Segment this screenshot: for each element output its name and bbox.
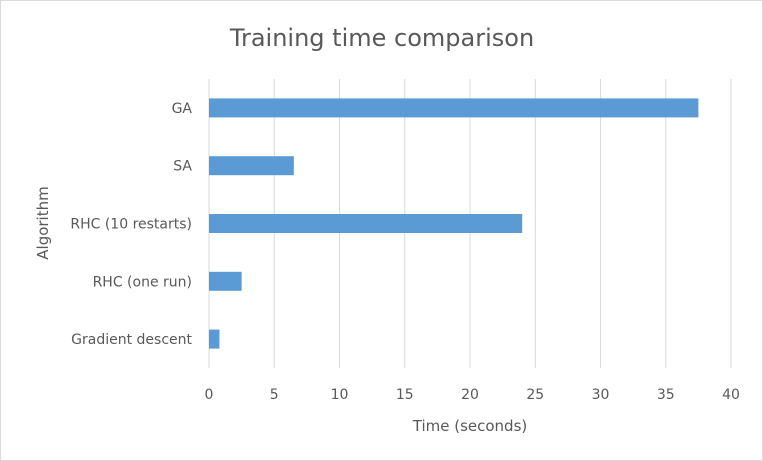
x-tick-label-10: 10 — [331, 387, 349, 403]
bars — [209, 98, 699, 349]
category-labels: GA SA RHC (10 restarts) RHC (one run) Gradie… — [70, 101, 192, 348]
x-axis-title: Time (seconds) — [412, 417, 528, 435]
x-tick-labels: 0 5 10 15 20 25 30 35 40 — [205, 387, 740, 403]
category-label-rhc-10-restarts: RHC (10 restarts) — [70, 217, 192, 233]
category-label-gradient-descent: Gradient descent — [71, 332, 192, 348]
x-tick-label-35: 35 — [657, 387, 675, 403]
category-label-ga: GA — [172, 101, 193, 117]
x-tick-label-25: 25 — [526, 387, 544, 403]
category-label-sa: SA — [173, 159, 192, 175]
y-axis-title: Algorithm — [34, 186, 52, 259]
bar-rhc-one-run — [209, 271, 242, 291]
bar-rhc-10-restarts — [209, 214, 523, 233]
bar-gradient-descent — [209, 329, 220, 349]
x-tick-label-5: 5 — [270, 387, 279, 403]
chart-title: Training time comparison — [229, 24, 534, 52]
bar-ga — [209, 98, 699, 118]
x-tick-label-0: 0 — [205, 387, 214, 403]
x-tick-label-15: 15 — [396, 387, 414, 403]
x-tick-label-20: 20 — [461, 387, 479, 403]
bar-sa — [209, 156, 294, 176]
x-tick-label-40: 40 — [722, 387, 740, 403]
x-tick-label-30: 30 — [592, 387, 610, 403]
category-label-rhc-one-run: RHC (one run) — [93, 274, 192, 290]
